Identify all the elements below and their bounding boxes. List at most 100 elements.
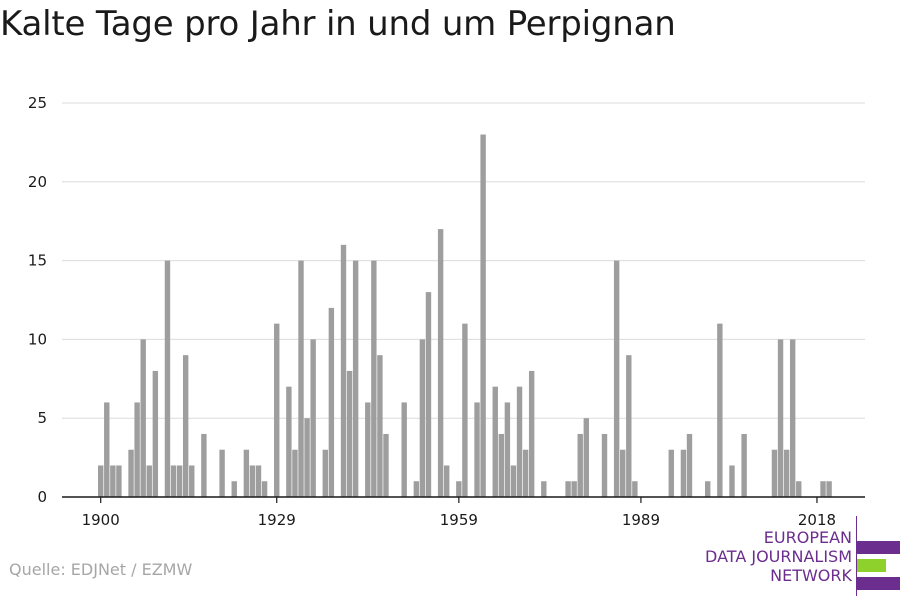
logo-bar-bottom (857, 577, 900, 590)
bar-1942 (352, 260, 359, 497)
bar-1925 (249, 465, 256, 497)
bar-1932 (292, 449, 298, 497)
bar-1956 (437, 229, 444, 497)
bar-1965 (492, 386, 498, 497)
bar-1994 (668, 449, 674, 497)
bar-2004 (729, 465, 735, 497)
edjnet-logo: EUROPEAN DATA JOURNALISM NETWORK (700, 516, 900, 596)
bar-1973 (541, 481, 547, 497)
bar-1968 (510, 465, 517, 497)
chart-title: Kalte Tage pro Jahr in und um Perpignan (0, 4, 676, 44)
bar-1914 (182, 355, 189, 497)
logo-line-2: DATA JOURNALISM (705, 547, 852, 566)
bar-2019 (820, 481, 826, 497)
bar-1978 (571, 481, 577, 497)
bar-1986 (620, 449, 626, 497)
bar-1920 (219, 449, 225, 497)
bar-1937 (322, 449, 328, 497)
bar-1912 (170, 465, 177, 497)
bar-1950 (401, 402, 407, 497)
bar-1957 (443, 465, 450, 497)
bar-1902 (110, 465, 116, 497)
y-tick-label: 10 (28, 330, 47, 348)
y-tick-label: 20 (28, 173, 47, 191)
bar-1908 (146, 465, 152, 497)
bar-1945 (371, 260, 377, 497)
bar-1940 (340, 244, 347, 497)
bar-1966 (498, 433, 505, 497)
logo-divider (856, 516, 857, 596)
bar-1996 (680, 449, 687, 497)
bar-1911 (164, 260, 171, 497)
bar-1969 (516, 386, 523, 497)
logo-line-3: NETWORK (770, 566, 852, 585)
logo-bar-middle (857, 559, 886, 572)
bar-1924 (243, 449, 250, 497)
bar-1970 (522, 449, 529, 497)
bar-1938 (328, 307, 335, 497)
y-tick-label: 0 (37, 488, 47, 506)
bar-1934 (304, 418, 310, 497)
bar-1960 (462, 323, 468, 497)
bar-1935 (310, 339, 316, 497)
logo-text: EUROPEAN DATA JOURNALISM NETWORK (705, 528, 852, 585)
y-tick-label: 5 (37, 409, 47, 427)
bar-1967 (504, 402, 511, 497)
bar-1901 (104, 402, 110, 497)
bar-1909 (152, 370, 159, 497)
bar-2000 (705, 481, 711, 497)
bar-1906 (134, 402, 140, 497)
bar-2002 (717, 323, 723, 497)
bar-1977 (565, 481, 571, 497)
bar-1933 (298, 260, 304, 497)
bar-1929 (274, 323, 280, 497)
bar-1903 (116, 465, 122, 497)
bar-1913 (176, 465, 183, 497)
bar-1915 (189, 465, 195, 497)
bar-1926 (255, 465, 262, 497)
logo-line-1: EUROPEAN (763, 528, 852, 547)
bar-2015 (796, 481, 802, 497)
bar-1907 (140, 339, 146, 497)
source-note: Quelle: EDJNet / EZMW (9, 560, 193, 579)
bar-1971 (528, 370, 535, 497)
x-tick-label: 1929 (258, 511, 296, 529)
bar-1983 (601, 433, 608, 497)
x-tick-label: 1900 (82, 511, 120, 529)
bar-1953 (419, 339, 426, 497)
y-tick-label: 25 (28, 94, 47, 112)
logo-bar-top (857, 541, 900, 554)
bar-2006 (741, 433, 747, 497)
bar-1917 (201, 433, 207, 497)
bar-1944 (365, 402, 371, 497)
x-tick-label: 2018 (798, 511, 836, 529)
bar-1905 (128, 449, 134, 497)
bar-1987 (626, 355, 632, 497)
bar-1941 (346, 370, 353, 497)
bar-2020 (826, 481, 832, 497)
x-tick-label: 1989 (622, 511, 660, 529)
bar-1979 (577, 433, 583, 497)
bar-1947 (383, 433, 389, 497)
bar-1985 (613, 260, 620, 497)
bar-1959 (456, 481, 462, 497)
bar-1988 (632, 481, 638, 497)
bar-1927 (261, 481, 268, 497)
bar-2011 (771, 449, 778, 497)
bar-1952 (413, 481, 420, 497)
bar-1954 (425, 292, 432, 497)
bar-2014 (789, 339, 796, 497)
bar-2013 (783, 449, 790, 497)
x-tick-label: 1959 (440, 511, 478, 529)
y-tick-label: 15 (28, 252, 47, 270)
bar-1963 (480, 134, 486, 497)
bar-1962 (474, 402, 480, 497)
bar-1922 (231, 481, 237, 497)
bar-1946 (377, 355, 383, 497)
bar-1980 (583, 418, 589, 497)
bar-2012 (777, 339, 784, 497)
bar-1931 (286, 386, 292, 497)
bar-1900 (98, 465, 104, 497)
bar-1997 (686, 433, 693, 497)
